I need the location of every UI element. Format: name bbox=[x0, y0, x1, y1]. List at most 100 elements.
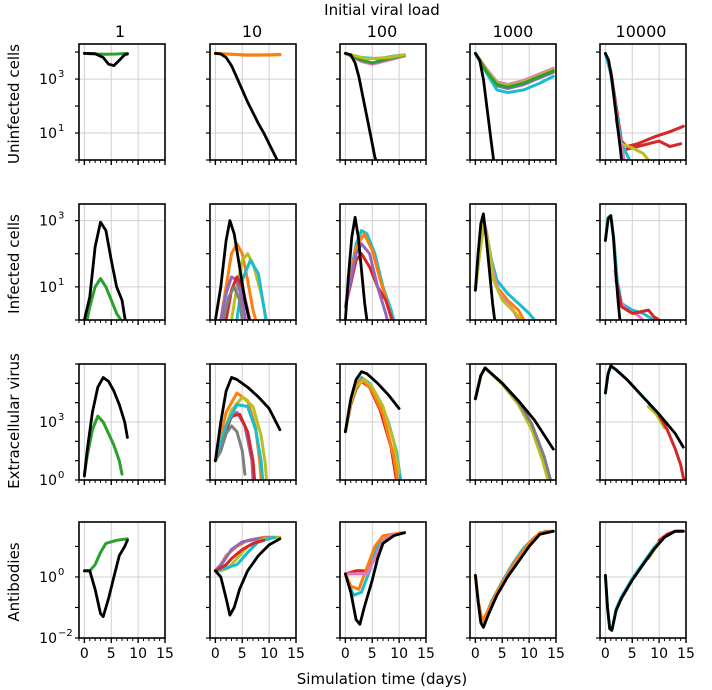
x-ticks-r2c4 bbox=[596, 363, 687, 485]
replicate-line bbox=[473, 366, 553, 480]
replicate-line bbox=[85, 277, 123, 320]
panel-frame bbox=[209, 43, 297, 161]
series-group-r3c1 bbox=[213, 535, 282, 617]
replicate-line bbox=[343, 531, 404, 591]
reference-line bbox=[604, 52, 623, 160]
series-group-r1c4 bbox=[603, 214, 661, 320]
replicate-line bbox=[614, 278, 661, 320]
y-tick-exponent: −2 bbox=[58, 628, 73, 639]
series-group-r1c0 bbox=[83, 220, 127, 320]
x-ticks-r3c0 bbox=[75, 545, 166, 643]
series-group-r2c0 bbox=[82, 376, 129, 478]
x-ticks-r3c4 bbox=[596, 545, 687, 643]
panel-r1c1 bbox=[206, 203, 297, 325]
reference-line bbox=[214, 219, 251, 320]
y-tick-label: 10 bbox=[39, 214, 57, 230]
series-group-r0c3 bbox=[473, 51, 555, 160]
replicate-line bbox=[620, 142, 650, 160]
panel-r3c1: 0 5 10 15 bbox=[206, 521, 305, 662]
replicate-line bbox=[657, 413, 686, 480]
x-tick-label: 5 bbox=[107, 646, 116, 662]
replicate-line bbox=[473, 51, 555, 89]
y-tick-exponent: 3 bbox=[58, 412, 64, 423]
series-group-r0c2 bbox=[343, 51, 406, 160]
y-tick-exponent: 1 bbox=[58, 277, 64, 288]
replicate-line bbox=[473, 529, 553, 623]
replicate-line bbox=[213, 538, 266, 573]
reference-line bbox=[344, 215, 369, 320]
y-tick-label: 10 bbox=[39, 415, 57, 431]
y-tick-exponent: 3 bbox=[58, 211, 64, 222]
replicate-line bbox=[221, 285, 244, 320]
series-group-r3c0 bbox=[82, 537, 129, 618]
reference-line bbox=[474, 366, 555, 451]
series-group-r2c2 bbox=[343, 370, 403, 480]
top-title: Initial viral load bbox=[324, 1, 440, 19]
row-label-uninfected: Uninfected cells bbox=[5, 44, 23, 164]
x-ticks-r0c1 bbox=[206, 51, 297, 165]
replicate-line bbox=[213, 535, 271, 573]
x-ticks-r0c3 bbox=[466, 51, 557, 165]
grid-r2c4 bbox=[600, 364, 686, 480]
x-tick-label: 15 bbox=[417, 646, 435, 662]
reference-line bbox=[474, 52, 495, 160]
series-group-r2c4 bbox=[603, 364, 686, 480]
replicate-line bbox=[213, 424, 247, 476]
panel-r1c4 bbox=[596, 203, 687, 325]
series-group-r3c3 bbox=[473, 529, 555, 629]
replicate-line bbox=[219, 242, 258, 320]
replicate-line bbox=[625, 139, 683, 151]
y-tick-exponent: 1 bbox=[58, 123, 64, 134]
x-tick-label: 10 bbox=[650, 646, 668, 662]
series-group-r2c3 bbox=[473, 366, 555, 480]
series-group-r3c2 bbox=[343, 531, 406, 626]
x-ticks-r2c0 bbox=[75, 363, 166, 485]
replicate-line bbox=[473, 222, 523, 320]
x-ticks-r3c2 bbox=[336, 545, 427, 643]
reference-line bbox=[604, 529, 685, 632]
x-ticks-r0c0 bbox=[75, 51, 166, 165]
reference-line bbox=[344, 52, 378, 160]
replicate-line bbox=[646, 405, 666, 430]
x-tick-label: 15 bbox=[547, 646, 565, 662]
x-ticks-r2c3 bbox=[466, 363, 557, 485]
y-tick-exponent: 0 bbox=[58, 470, 64, 481]
replicate-line bbox=[219, 275, 247, 320]
panel-r0c2 bbox=[336, 43, 427, 165]
panel-r2c2 bbox=[336, 363, 427, 485]
series-group-r1c3 bbox=[473, 212, 536, 320]
series-group-r0c0 bbox=[82, 51, 129, 67]
reference-line bbox=[474, 529, 555, 629]
x-tick-label: 10 bbox=[129, 646, 147, 662]
y-tick-label: 10 bbox=[39, 280, 57, 296]
panel-r0c1 bbox=[206, 43, 297, 165]
x-ticks-r2c1 bbox=[206, 363, 297, 485]
grid-r1c4 bbox=[600, 204, 686, 320]
x-tick-label: 5 bbox=[628, 646, 637, 662]
x-ticks-r1c4 bbox=[596, 219, 687, 325]
reference-line bbox=[214, 52, 279, 160]
series-group-r1c2 bbox=[343, 215, 396, 320]
grid-r1c1 bbox=[210, 204, 296, 320]
x-tick-label: 0 bbox=[80, 646, 89, 662]
reference-line bbox=[474, 212, 497, 320]
reference-line bbox=[83, 52, 129, 67]
column-title-1000: 1000 bbox=[493, 22, 534, 41]
row-label-infected: Infected cells bbox=[5, 214, 23, 314]
x-ticks-r1c3 bbox=[466, 219, 557, 325]
reference-line bbox=[604, 214, 622, 320]
x-tick-label: 15 bbox=[677, 646, 695, 662]
x-tick-label: 0 bbox=[211, 646, 220, 662]
x-ticks-r1c2 bbox=[336, 219, 427, 325]
x-ticks-r0c4 bbox=[596, 51, 687, 165]
x-tick-label: 10 bbox=[520, 646, 538, 662]
replicate-line bbox=[343, 532, 396, 576]
panel-r2c0: 10 310 0 bbox=[39, 363, 166, 489]
x-tick-label: 0 bbox=[341, 646, 350, 662]
panel-r1c2 bbox=[336, 203, 427, 325]
reference-line bbox=[214, 376, 282, 463]
